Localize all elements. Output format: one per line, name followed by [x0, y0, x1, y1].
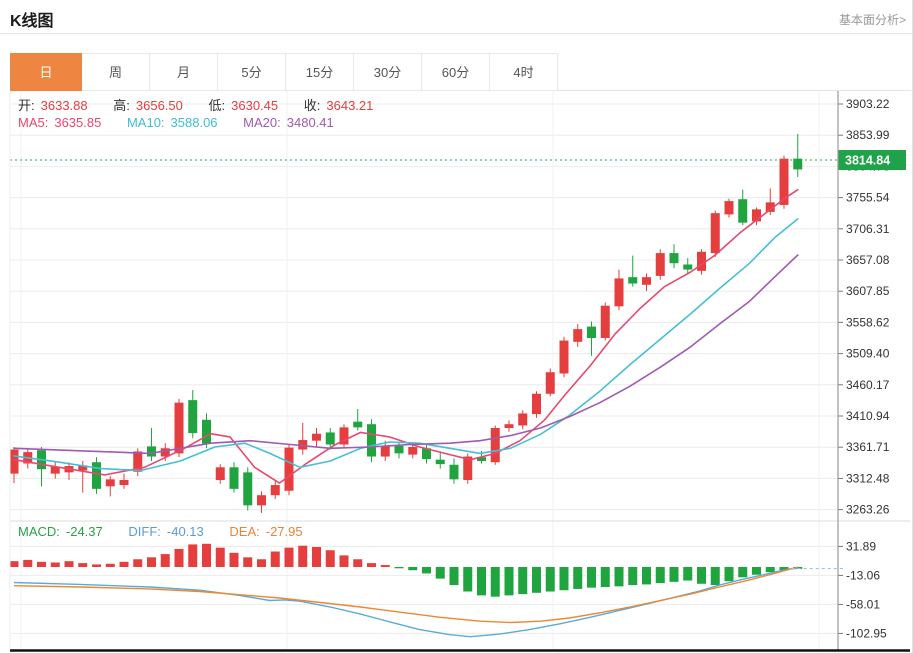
tab-4hour[interactable]: 4时 [490, 53, 558, 91]
svg-text:3361.71: 3361.71 [846, 440, 890, 454]
fundamental-analysis-link[interactable]: 基本面分析> [838, 13, 906, 27]
tab-week[interactable]: 周 [82, 53, 150, 91]
svg-text:3853.99: 3853.99 [846, 128, 890, 142]
svg-text:3657.08: 3657.08 [846, 253, 890, 267]
svg-text:31.89: 31.89 [846, 539, 876, 553]
svg-text:3903.22: 3903.22 [846, 97, 890, 111]
svg-text:3607.85: 3607.85 [846, 284, 890, 298]
svg-text:3410.94: 3410.94 [846, 409, 890, 423]
svg-text:3755.54: 3755.54 [846, 191, 890, 205]
svg-text:3558.62: 3558.62 [846, 315, 890, 329]
svg-text:-13.06: -13.06 [846, 568, 880, 582]
svg-text:3460.17: 3460.17 [846, 378, 890, 392]
svg-text:3263.26: 3263.26 [846, 503, 890, 517]
svg-text:-102.95: -102.95 [846, 626, 887, 640]
tab-day[interactable]: 日 [10, 53, 82, 91]
svg-text:3706.31: 3706.31 [846, 222, 890, 236]
svg-text:3509.40: 3509.40 [846, 347, 890, 361]
period-tabbar: 日 周 月 5分 15分 30分 60分 4时 [10, 53, 911, 91]
tab-month[interactable]: 月 [150, 53, 218, 91]
page-title: K线图 [10, 13, 54, 30]
tab-5min[interactable]: 5分 [218, 53, 286, 91]
title-divider [0, 33, 913, 34]
tab-15min[interactable]: 15分 [286, 53, 354, 91]
svg-text:3312.48: 3312.48 [846, 471, 890, 485]
svg-text:-58.01: -58.01 [846, 597, 880, 611]
tab-60min[interactable]: 60分 [422, 53, 490, 91]
tab-30min[interactable]: 30分 [354, 53, 422, 91]
svg-text:3814.84: 3814.84 [845, 154, 890, 168]
